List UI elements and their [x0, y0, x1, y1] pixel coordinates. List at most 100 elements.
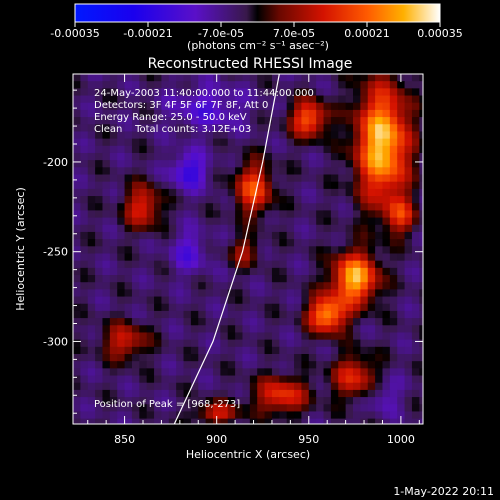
heatmap-cell — [205, 397, 214, 405]
heatmap-cell — [308, 167, 317, 175]
heatmap-cell — [271, 109, 280, 118]
heatmap-cell — [109, 404, 118, 412]
heatmap-cell — [80, 418, 89, 424]
heatmap-cell — [124, 361, 133, 369]
heatmap-cell — [338, 282, 347, 290]
heatmap-cell — [316, 267, 324, 276]
heatmap-cell — [382, 389, 391, 398]
heatmap-cell — [190, 196, 199, 204]
heatmap-cell — [316, 346, 324, 355]
heatmap-cell — [146, 117, 155, 125]
heatmap-cell — [389, 411, 398, 420]
heatmap-cell — [330, 375, 339, 384]
heatmap-cell — [80, 382, 89, 391]
heatmap-cell — [227, 217, 236, 226]
heatmap-cell — [286, 102, 295, 111]
heatmap-cell — [323, 282, 332, 290]
heatmap-cell — [190, 411, 199, 420]
heatmap-cell — [95, 397, 103, 405]
heatmap-cell — [124, 160, 133, 168]
heatmap-cell — [345, 282, 354, 290]
heatmap-cell — [345, 303, 354, 312]
x-axis-label: Heliocentric X (arcsec) — [186, 448, 310, 461]
heatmap-cell — [124, 246, 133, 254]
heatmap-cell — [249, 74, 258, 82]
heatmap-cell — [161, 368, 170, 376]
heatmap-cell — [95, 260, 103, 269]
heatmap-cell — [257, 124, 265, 132]
heatmap-cell — [389, 267, 398, 276]
heatmap-cell — [397, 181, 405, 190]
heatmap-cell — [397, 332, 405, 341]
heatmap-cell — [353, 117, 361, 125]
heatmap-cell — [419, 246, 423, 254]
heatmap-cell — [308, 117, 317, 125]
heatmap-cell — [146, 224, 155, 233]
heatmap-cell — [183, 411, 192, 420]
heatmap-cell — [213, 260, 221, 269]
heatmap-cell — [176, 303, 184, 312]
heatmap-cell — [190, 361, 199, 369]
heatmap-cell — [117, 375, 125, 384]
heatmap-cell — [73, 102, 81, 111]
heatmap-cell — [279, 210, 288, 218]
heatmap-cell — [183, 389, 192, 398]
heatmap-cell — [367, 167, 376, 175]
heatmap-cell — [124, 354, 133, 362]
heatmap-cell — [389, 138, 398, 147]
heatmap-cell — [360, 81, 369, 89]
heatmap-cell — [345, 253, 354, 262]
heatmap-cell — [220, 196, 229, 204]
heatmap-cell — [345, 411, 354, 420]
heatmap-cell — [249, 260, 258, 269]
heatmap-cell — [227, 181, 236, 190]
heatmap-cell — [190, 325, 199, 333]
heatmap-cell — [338, 196, 347, 204]
heatmap-cell — [161, 117, 170, 125]
heatmap-cell — [301, 339, 310, 348]
heatmap-cell — [338, 167, 347, 175]
heatmap-cell — [95, 375, 103, 384]
heatmap-cell — [80, 102, 89, 111]
heatmap-cell — [117, 203, 125, 211]
heatmap-cell — [80, 74, 89, 82]
heatmap-cell — [382, 102, 391, 111]
heatmap-cell — [198, 325, 207, 333]
heatmap-cell — [80, 145, 89, 154]
heatmap-cell — [117, 174, 125, 183]
heatmap-cell — [205, 289, 214, 297]
heatmap-cell — [227, 160, 236, 168]
heatmap-cell — [146, 160, 155, 168]
heatmap-cell — [323, 368, 332, 376]
heatmap-cell — [367, 339, 376, 348]
heatmap-cell — [404, 303, 413, 312]
annotation-energy-range: Energy Range: 25.0 - 50.0 keV — [94, 112, 247, 123]
heatmap-cell — [235, 389, 243, 398]
heatmap-cell — [375, 397, 383, 405]
heatmap-cell — [242, 167, 251, 175]
heatmap-cell — [411, 346, 420, 355]
heatmap-cell — [205, 318, 214, 326]
heatmap-cell — [168, 74, 177, 82]
heatmap-cell — [389, 253, 398, 262]
heatmap-cell — [139, 382, 148, 391]
heatmap-cell — [131, 260, 140, 269]
heatmap-cell — [411, 282, 420, 290]
heatmap-cell — [382, 88, 391, 96]
heatmap-cell — [411, 382, 420, 391]
heatmap-cell — [360, 339, 369, 348]
heatmap-cell — [257, 88, 265, 96]
heatmap-cell — [139, 95, 148, 104]
heatmap-cell — [279, 188, 288, 197]
heatmap-cell — [308, 138, 317, 147]
heatmap-cell — [323, 217, 332, 226]
heatmap-cell — [353, 303, 361, 312]
heatmap-cell — [271, 318, 280, 326]
heatmap-cell — [176, 231, 184, 240]
heatmap-cell — [73, 239, 81, 247]
heatmap-cell — [301, 325, 310, 333]
heatmap-cell — [301, 246, 310, 254]
heatmap-cell — [249, 375, 258, 384]
heatmap-cell — [139, 289, 148, 297]
heatmap-cell — [131, 375, 140, 384]
